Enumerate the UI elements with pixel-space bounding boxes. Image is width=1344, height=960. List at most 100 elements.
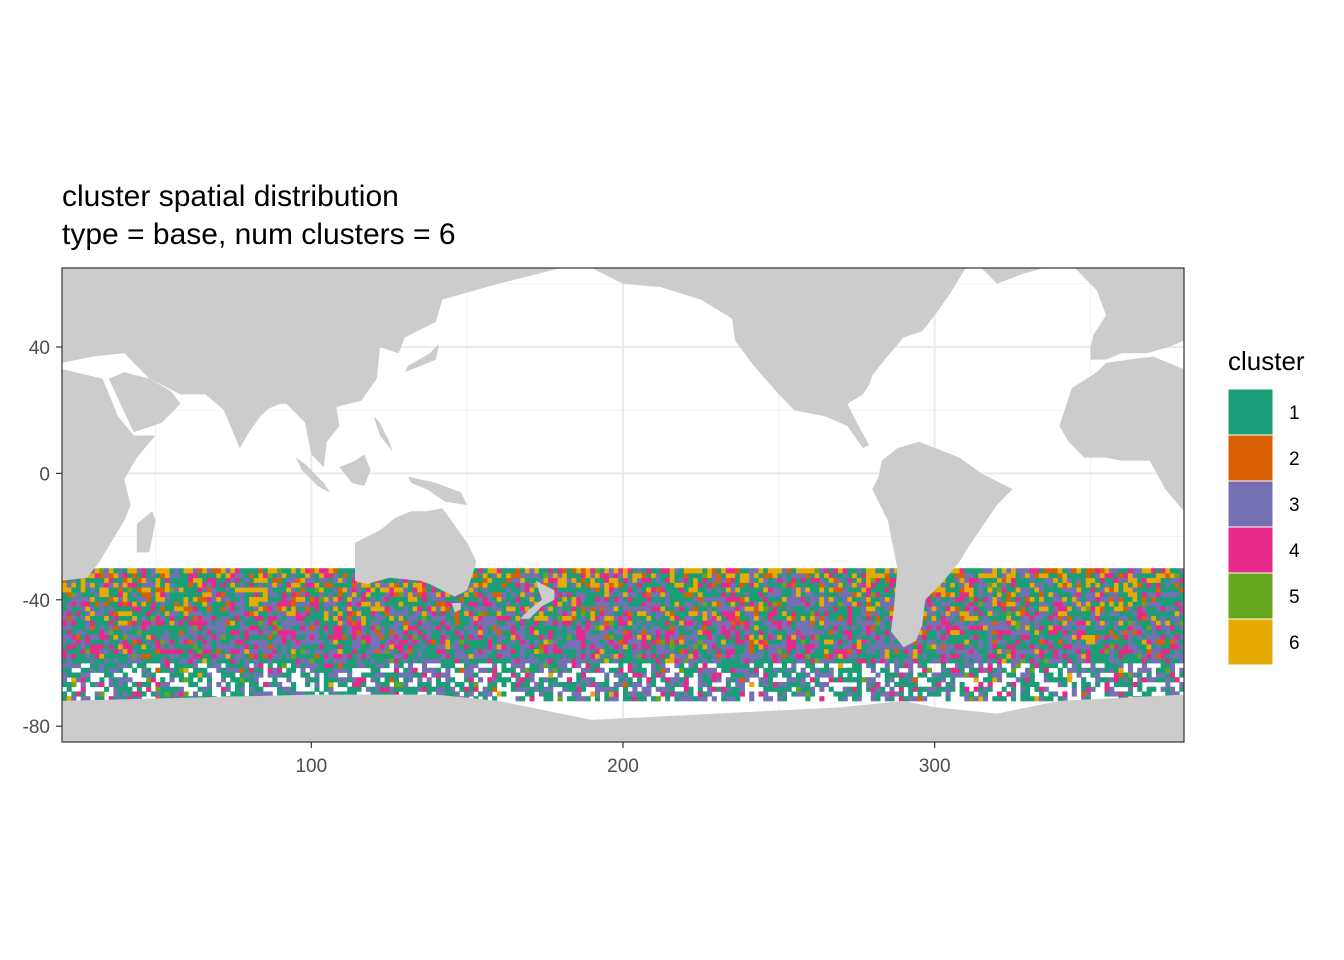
heat-cell — [155, 653, 161, 659]
heat-cell — [646, 691, 652, 697]
heat-cell — [244, 658, 250, 664]
heat-cell — [445, 601, 451, 607]
heat-cell — [249, 677, 255, 683]
heat-cell — [323, 634, 329, 640]
heat-cell — [365, 644, 371, 650]
heat-cell — [183, 629, 189, 635]
heat-cell — [1113, 606, 1119, 612]
heat-cell — [384, 644, 390, 650]
heat-cell — [758, 606, 764, 612]
heat-cell — [192, 634, 198, 640]
heat-cell — [169, 648, 175, 654]
heat-cell — [749, 615, 755, 621]
heat-cell — [323, 686, 329, 692]
heat-cell — [651, 601, 657, 607]
heat-cell — [852, 658, 858, 664]
heat-cell — [136, 691, 142, 697]
heat-cell — [618, 601, 624, 607]
heat-cell — [188, 639, 194, 645]
heat-cell — [945, 639, 951, 645]
heat-cell — [379, 663, 385, 669]
heat-cell — [361, 629, 367, 635]
heat-cell — [819, 667, 825, 673]
heat-cell — [1081, 691, 1087, 697]
heat-cell — [922, 696, 928, 702]
heat-cell — [347, 591, 353, 598]
heat-cell — [365, 601, 371, 607]
heat-cell — [1071, 653, 1077, 659]
heat-cell — [791, 644, 797, 650]
heat-cell — [314, 681, 320, 688]
heat-cell — [978, 658, 984, 664]
heat-cell — [188, 615, 194, 621]
heat-cell — [1118, 663, 1124, 669]
heat-cell — [90, 629, 96, 635]
heat-cell — [707, 620, 713, 626]
heat-cell — [1020, 639, 1026, 645]
heat-cell — [973, 696, 979, 702]
heat-cell — [744, 653, 750, 659]
heat-cell — [627, 629, 633, 635]
heat-cell — [1076, 620, 1082, 626]
heat-cell — [393, 615, 399, 621]
heat-cell — [538, 686, 544, 692]
heat-cell — [431, 625, 437, 631]
heat-cell — [627, 639, 633, 645]
heat-cell — [188, 634, 194, 640]
heat-cell — [1048, 653, 1054, 659]
heat-cell — [1034, 596, 1040, 602]
heat-cell — [566, 648, 572, 654]
heat-cell — [412, 648, 418, 654]
heat-cell — [954, 653, 960, 659]
heat-cell — [118, 696, 124, 702]
heat-cell — [749, 644, 755, 650]
heat-cell — [482, 629, 488, 635]
heat-cell — [281, 601, 287, 607]
heat-cell — [1160, 639, 1166, 645]
heat-cell — [1099, 591, 1105, 598]
heat-cell — [931, 620, 937, 626]
heat-cell — [1104, 596, 1110, 602]
heat-cell — [543, 696, 549, 702]
heat-cell — [529, 648, 535, 654]
heat-cell — [828, 620, 834, 626]
heat-cell — [445, 606, 451, 612]
heat-cell — [908, 644, 914, 650]
heat-cell — [80, 677, 86, 683]
heat-cell — [178, 677, 184, 683]
heat-cell — [249, 620, 255, 626]
heat-cell — [1113, 629, 1119, 635]
heat-cell — [852, 629, 858, 635]
heat-cell — [697, 672, 703, 678]
heat-cell — [347, 606, 353, 612]
heat-cell — [506, 653, 512, 659]
heat-cell — [132, 601, 138, 607]
heat-cell — [347, 663, 353, 669]
heat-cell — [861, 658, 867, 664]
heat-cell — [702, 691, 708, 697]
heat-cell — [954, 601, 960, 607]
heat-cell — [529, 587, 535, 593]
heat-cell — [389, 591, 395, 598]
heat-cell — [375, 634, 381, 640]
heat-cell — [1146, 639, 1152, 645]
heat-cell — [744, 620, 750, 626]
heat-cell — [711, 596, 717, 602]
heat-cell — [669, 658, 675, 664]
heat-cell — [178, 672, 184, 678]
heat-cell — [753, 596, 759, 602]
heat-cell — [992, 644, 998, 650]
heat-cell — [155, 615, 161, 621]
heat-cell — [781, 615, 788, 621]
heat-cell — [552, 663, 558, 669]
heat-cell — [421, 634, 428, 640]
heat-cell — [122, 672, 128, 678]
heat-cell — [253, 615, 259, 621]
heat-cell — [267, 629, 273, 635]
heat-cell — [786, 639, 792, 645]
heat-cell — [1132, 658, 1138, 664]
heat-cell — [852, 639, 858, 645]
heat-cell — [277, 596, 283, 602]
heat-cell — [277, 615, 283, 621]
heat-cell — [1155, 629, 1162, 635]
